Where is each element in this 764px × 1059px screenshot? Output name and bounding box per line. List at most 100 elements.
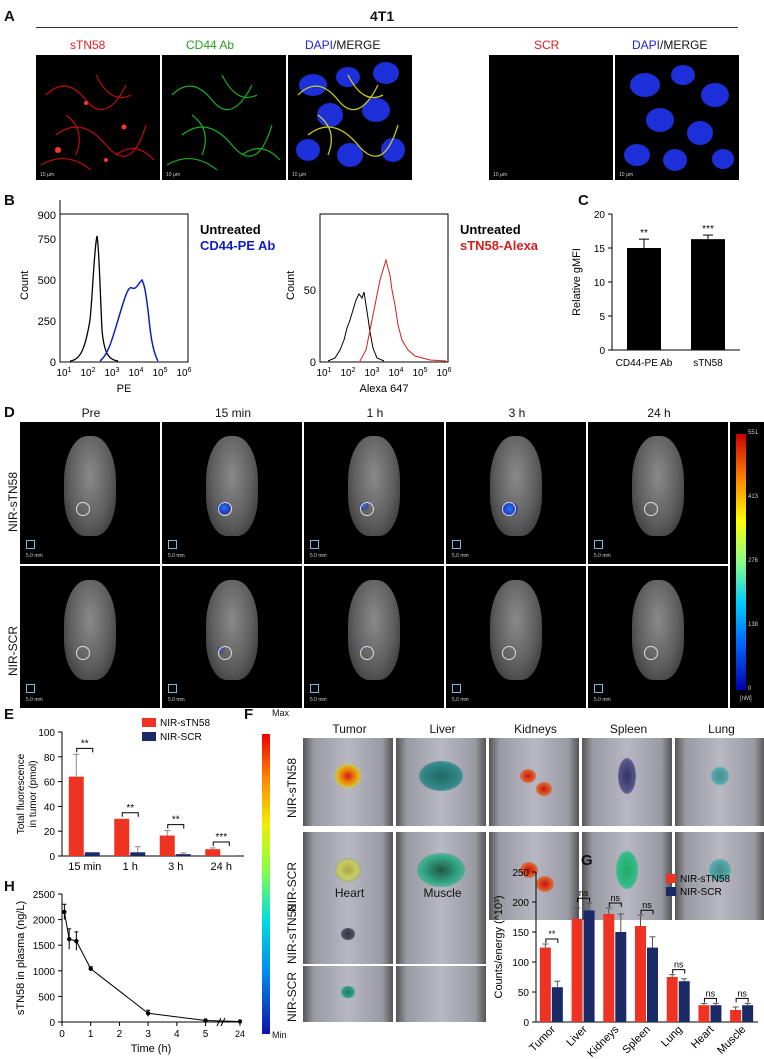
scale-label-d: 5.0 mm — [26, 697, 43, 703]
timepoint-label-4: 24 h — [647, 406, 671, 420]
mouse-silhouette — [632, 580, 684, 680]
line-chart-h: 0 500 1000 1500 2000 2500 0 1 2 3 4 5 24 Time (h) sTN5… — [15, 890, 245, 1055]
organ-signal — [520, 862, 538, 878]
sig-bracket-g-2 — [608, 902, 622, 907]
xtick-b2-3: 104 — [388, 367, 403, 379]
roi-marker — [502, 646, 516, 660]
organ-signal — [618, 758, 636, 794]
bar-g-0-3 — [635, 926, 646, 1022]
xtick-g-0: Tumor — [527, 1023, 558, 1054]
ytick-h-1: 500 — [38, 992, 55, 1003]
histogram-untreated-b2 — [327, 291, 385, 362]
ytick-g-0: 0 — [523, 1018, 529, 1029]
legend-swatch-e-0 — [142, 718, 156, 727]
bar-g-1-0 — [551, 987, 563, 1022]
panel-letter-e: E — [4, 706, 15, 723]
point-h-6 — [237, 1019, 243, 1024]
sig-bracket-g-5 — [703, 997, 717, 1003]
scale-label-d: 5.0 mm — [26, 553, 43, 559]
legend-b1-untreated: Untreated — [200, 222, 261, 237]
xtick-h-4: 4 — [174, 1029, 180, 1040]
timepoint-label-3: 3 h — [508, 406, 526, 420]
xtick-g-6: Muscle — [715, 1024, 748, 1057]
mouse-silhouette — [206, 580, 258, 680]
xtick-b1-3: 104 — [128, 367, 143, 379]
organ-signal — [536, 782, 552, 796]
micrograph-scr: 10 µm — [489, 55, 613, 180]
scr-merge-signal — [624, 65, 734, 171]
point-h-1 — [66, 936, 72, 942]
ytick-e-5: 100 — [38, 728, 55, 739]
sig-g-6: ns — [737, 988, 747, 998]
xtick-b1-1: 102 — [80, 367, 95, 379]
point-h-2 — [74, 938, 79, 944]
xtick-g-5: Heart — [689, 1024, 717, 1052]
organ-image-1-1 — [396, 832, 486, 920]
fluorescence-signal — [501, 646, 504, 649]
row-label-f-bottom-1: NIR-SCR — [285, 972, 299, 1022]
ytick-b1-3: 750 — [38, 234, 56, 246]
label-stn58: sTN58 — [70, 38, 106, 52]
orientation-icon — [310, 540, 319, 549]
legend-e-0: NIR-sTN58 — [160, 718, 210, 729]
sig-g-4: ns — [674, 960, 684, 970]
organ-image-0-0 — [303, 738, 393, 826]
organ-signal — [520, 769, 536, 783]
mouse-image-0-2: 5.0 mm — [304, 422, 444, 564]
mouse-image-1-3: 5.0 mm — [446, 566, 586, 708]
organ-image-0-4 — [675, 738, 764, 826]
xtick-b2-4: 105 — [412, 367, 427, 379]
bar-e-0-1 — [114, 818, 130, 856]
sig-bracket-g-0 — [545, 938, 559, 943]
mouse-silhouette — [348, 580, 400, 680]
organ-label-1: Liver — [429, 722, 456, 736]
organ-signal — [616, 851, 638, 889]
organ-image-0-3 — [582, 738, 672, 826]
ylabel-e-line1: Total fluorescence — [16, 753, 27, 834]
sig-bracket-e-1 — [121, 812, 139, 817]
colorbar-gradient-f — [262, 734, 270, 1034]
panel-letter-g: G — [581, 852, 593, 869]
roi-marker — [644, 646, 658, 660]
plot-frame-b2 — [319, 213, 449, 363]
bar-g-1-2 — [615, 932, 627, 1022]
bar-g-1-5 — [710, 1005, 722, 1022]
orientation-icon — [26, 684, 35, 693]
sig-bracket-g-6 — [735, 997, 749, 1003]
orientation-icon — [310, 684, 319, 693]
axis-break-2 — [220, 1017, 226, 1027]
timepoint-label-2: 1 h — [366, 406, 384, 420]
scale-bar-a1: 10 µm — [40, 172, 54, 178]
ytick-b1-0: 0 — [50, 357, 56, 369]
organ-image-1-2 — [489, 832, 579, 920]
sig-bracket-e-2 — [167, 824, 185, 829]
xtick-h-2: 2 — [117, 1029, 123, 1040]
scale-bar-a2: 10 µm — [166, 172, 180, 178]
cell-line-title: 4T1 — [370, 8, 395, 24]
xtick-h-3: 3 — [145, 1029, 151, 1040]
xlabel-h: Time (h) — [131, 1043, 172, 1055]
ytick-c-2: 10 — [594, 278, 606, 289]
ytick-c-0: 0 — [599, 346, 605, 357]
label-merge-2: /MERGE — [660, 38, 708, 52]
organ-image-1-3 — [582, 832, 672, 920]
xtick-b2-1: 102 — [340, 367, 355, 379]
roi-marker — [360, 646, 374, 660]
legend-g-1: NIR-SCR — [680, 887, 722, 898]
organ-signal — [341, 928, 355, 940]
orientation-icon — [168, 684, 177, 693]
mouse-silhouette — [632, 436, 684, 536]
ytick-h-5: 2500 — [33, 890, 56, 901]
scale-bar-a3: 10 µm — [292, 172, 306, 178]
stn58-signal — [40, 74, 155, 171]
colorbar-panel-d: 551 413 276 138 0 [nM] — [730, 422, 764, 708]
ytick-h-3: 1500 — [33, 941, 56, 952]
label-scr: SCR — [534, 38, 560, 52]
xtick-g-3: Spleen — [620, 1024, 653, 1057]
timepoint-label-0: Pre — [81, 406, 101, 420]
legend-b2-untreated: Untreated — [460, 222, 521, 237]
organ-signal — [536, 876, 554, 892]
legend-swatch-g-0 — [666, 874, 676, 883]
panel-letter-a: A — [4, 8, 15, 25]
sig-e-1: ** — [126, 803, 134, 814]
